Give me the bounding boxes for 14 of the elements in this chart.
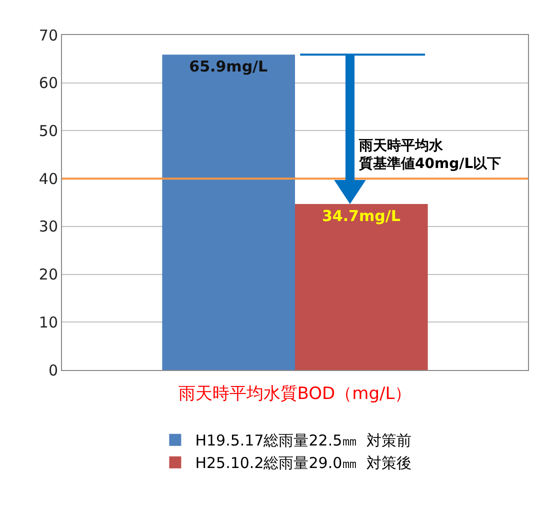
y-tick-label: 60 xyxy=(38,74,58,92)
y-tick-label: 10 xyxy=(38,313,58,332)
y-tick-label: 30 xyxy=(38,218,58,236)
y-tick-label: 20 xyxy=(38,266,58,284)
y-tick-label: 70 xyxy=(38,26,58,44)
legend-label: H25.10.2総雨量29.0㎜ 対策後 xyxy=(195,454,412,472)
y-tick-label: 0 xyxy=(48,361,58,380)
y-tick-label: 50 xyxy=(38,122,58,140)
legend-label: H19.5.17総雨量22.5㎜ 対策前 xyxy=(195,432,412,450)
ref-line-label: 雨天時平均水質基準値40mg/L以下 xyxy=(358,138,502,172)
data-label: 65.9mg/L xyxy=(189,58,268,76)
y-tick-label: 40 xyxy=(38,170,58,188)
data-label: 34.7mg/L xyxy=(322,206,401,225)
x-axis-title: 雨天時平均水質BOD（mg/L） xyxy=(178,384,412,404)
